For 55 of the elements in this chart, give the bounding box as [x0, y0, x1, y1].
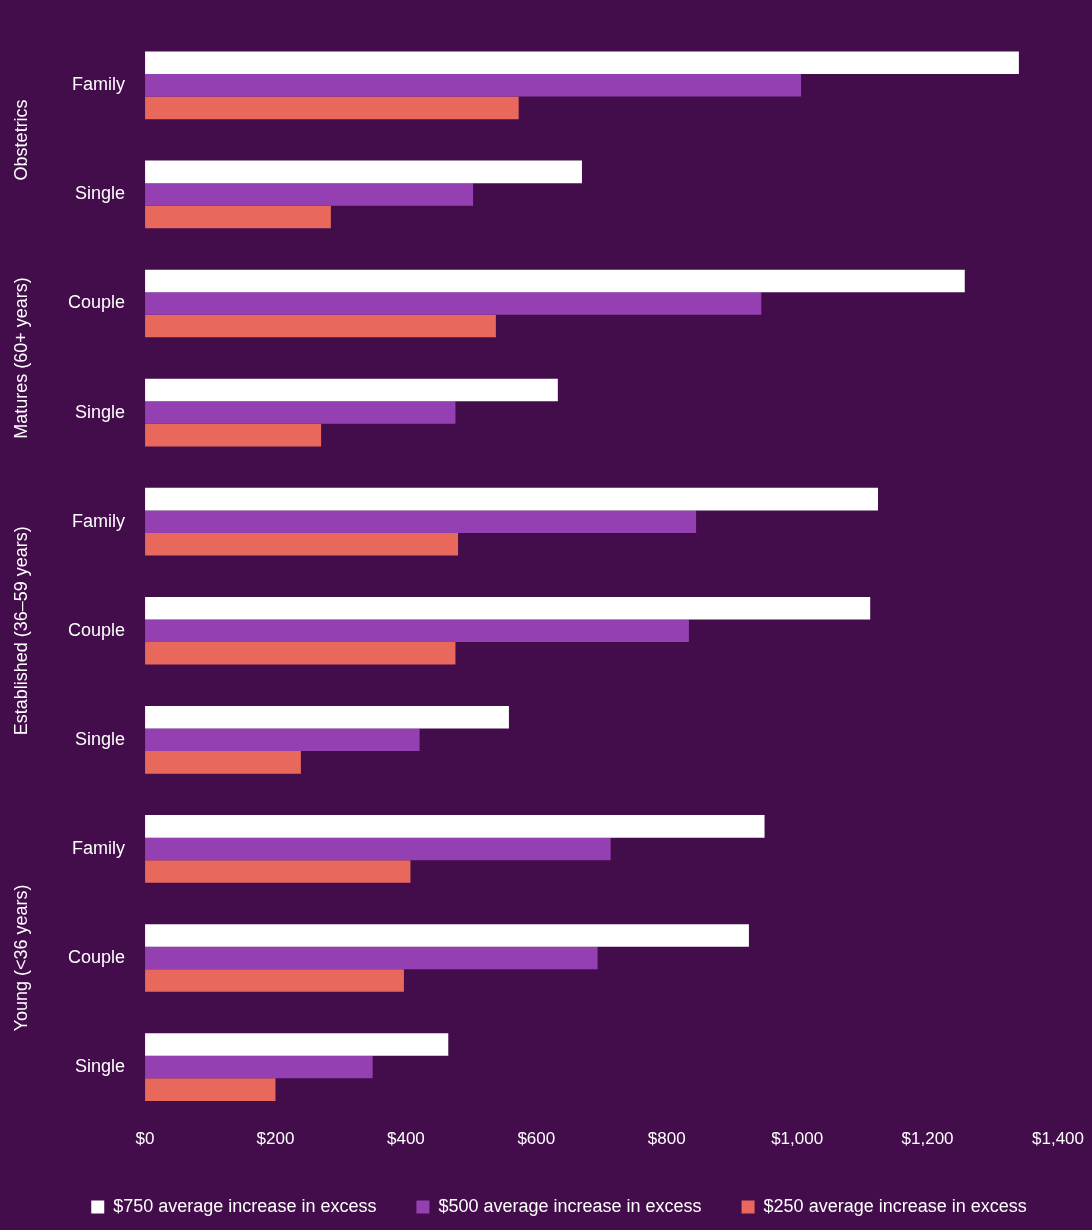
x-tick-label: $1,000 — [771, 1129, 824, 1149]
bar — [145, 487, 879, 511]
bar — [145, 946, 598, 970]
y-tick-label: Single — [74, 401, 126, 422]
bar — [145, 378, 558, 402]
bar — [145, 183, 474, 206]
text: Obstetrics — [10, 99, 31, 181]
y-tick-label: Single — [74, 728, 126, 749]
bar — [145, 860, 411, 883]
legend-label: $250 average increase in excess — [763, 1195, 1027, 1216]
bar — [145, 1033, 449, 1056]
bar — [145, 510, 697, 533]
bar — [145, 751, 301, 774]
bar — [145, 969, 404, 992]
y-tick-label: Family — [72, 837, 126, 858]
bar — [145, 401, 456, 424]
x-tick-label: $400 — [386, 1129, 425, 1149]
x-tick-label: $1,200 — [901, 1129, 954, 1149]
bar — [145, 314, 496, 338]
bar — [145, 423, 322, 447]
bar — [145, 74, 802, 97]
y-tick-label: Couple — [67, 292, 126, 313]
text: Matures (60+ years) — [10, 277, 31, 439]
bar — [145, 160, 582, 184]
x-tick-label: $0 — [135, 1129, 155, 1149]
bar — [145, 728, 420, 752]
y-tick-label: Couple — [67, 619, 126, 640]
legend-label: $500 average increase in excess — [438, 1195, 702, 1216]
x-tick-label: $800 — [647, 1129, 686, 1149]
bar — [145, 642, 456, 665]
legend-label: $750 average increase in excess — [113, 1195, 377, 1216]
x-tick-label: $1,400 — [1032, 1129, 1084, 1149]
bar — [145, 1078, 276, 1101]
bar — [145, 205, 331, 229]
y-tick-label: Single — [74, 1056, 126, 1077]
y-tick-label: Single — [74, 183, 126, 204]
bar — [145, 924, 749, 947]
bar — [145, 269, 965, 293]
bar — [145, 532, 459, 556]
bar — [145, 292, 762, 315]
bar — [145, 596, 871, 620]
bar — [145, 619, 689, 643]
y-tick-label: Family — [72, 74, 126, 95]
y-tick-label: Couple — [67, 946, 126, 967]
bar — [145, 706, 509, 729]
bar — [145, 1055, 373, 1079]
text: Established (36–59 years) — [10, 526, 31, 736]
x-tick-label: $600 — [517, 1129, 556, 1149]
bar — [145, 815, 765, 838]
bar — [145, 96, 519, 120]
bar — [145, 837, 611, 861]
y-tick-label: Family — [72, 510, 126, 531]
text: Young (<36 years) — [10, 884, 31, 1032]
x-tick-label: $200 — [256, 1129, 295, 1149]
bar — [145, 51, 1019, 75]
